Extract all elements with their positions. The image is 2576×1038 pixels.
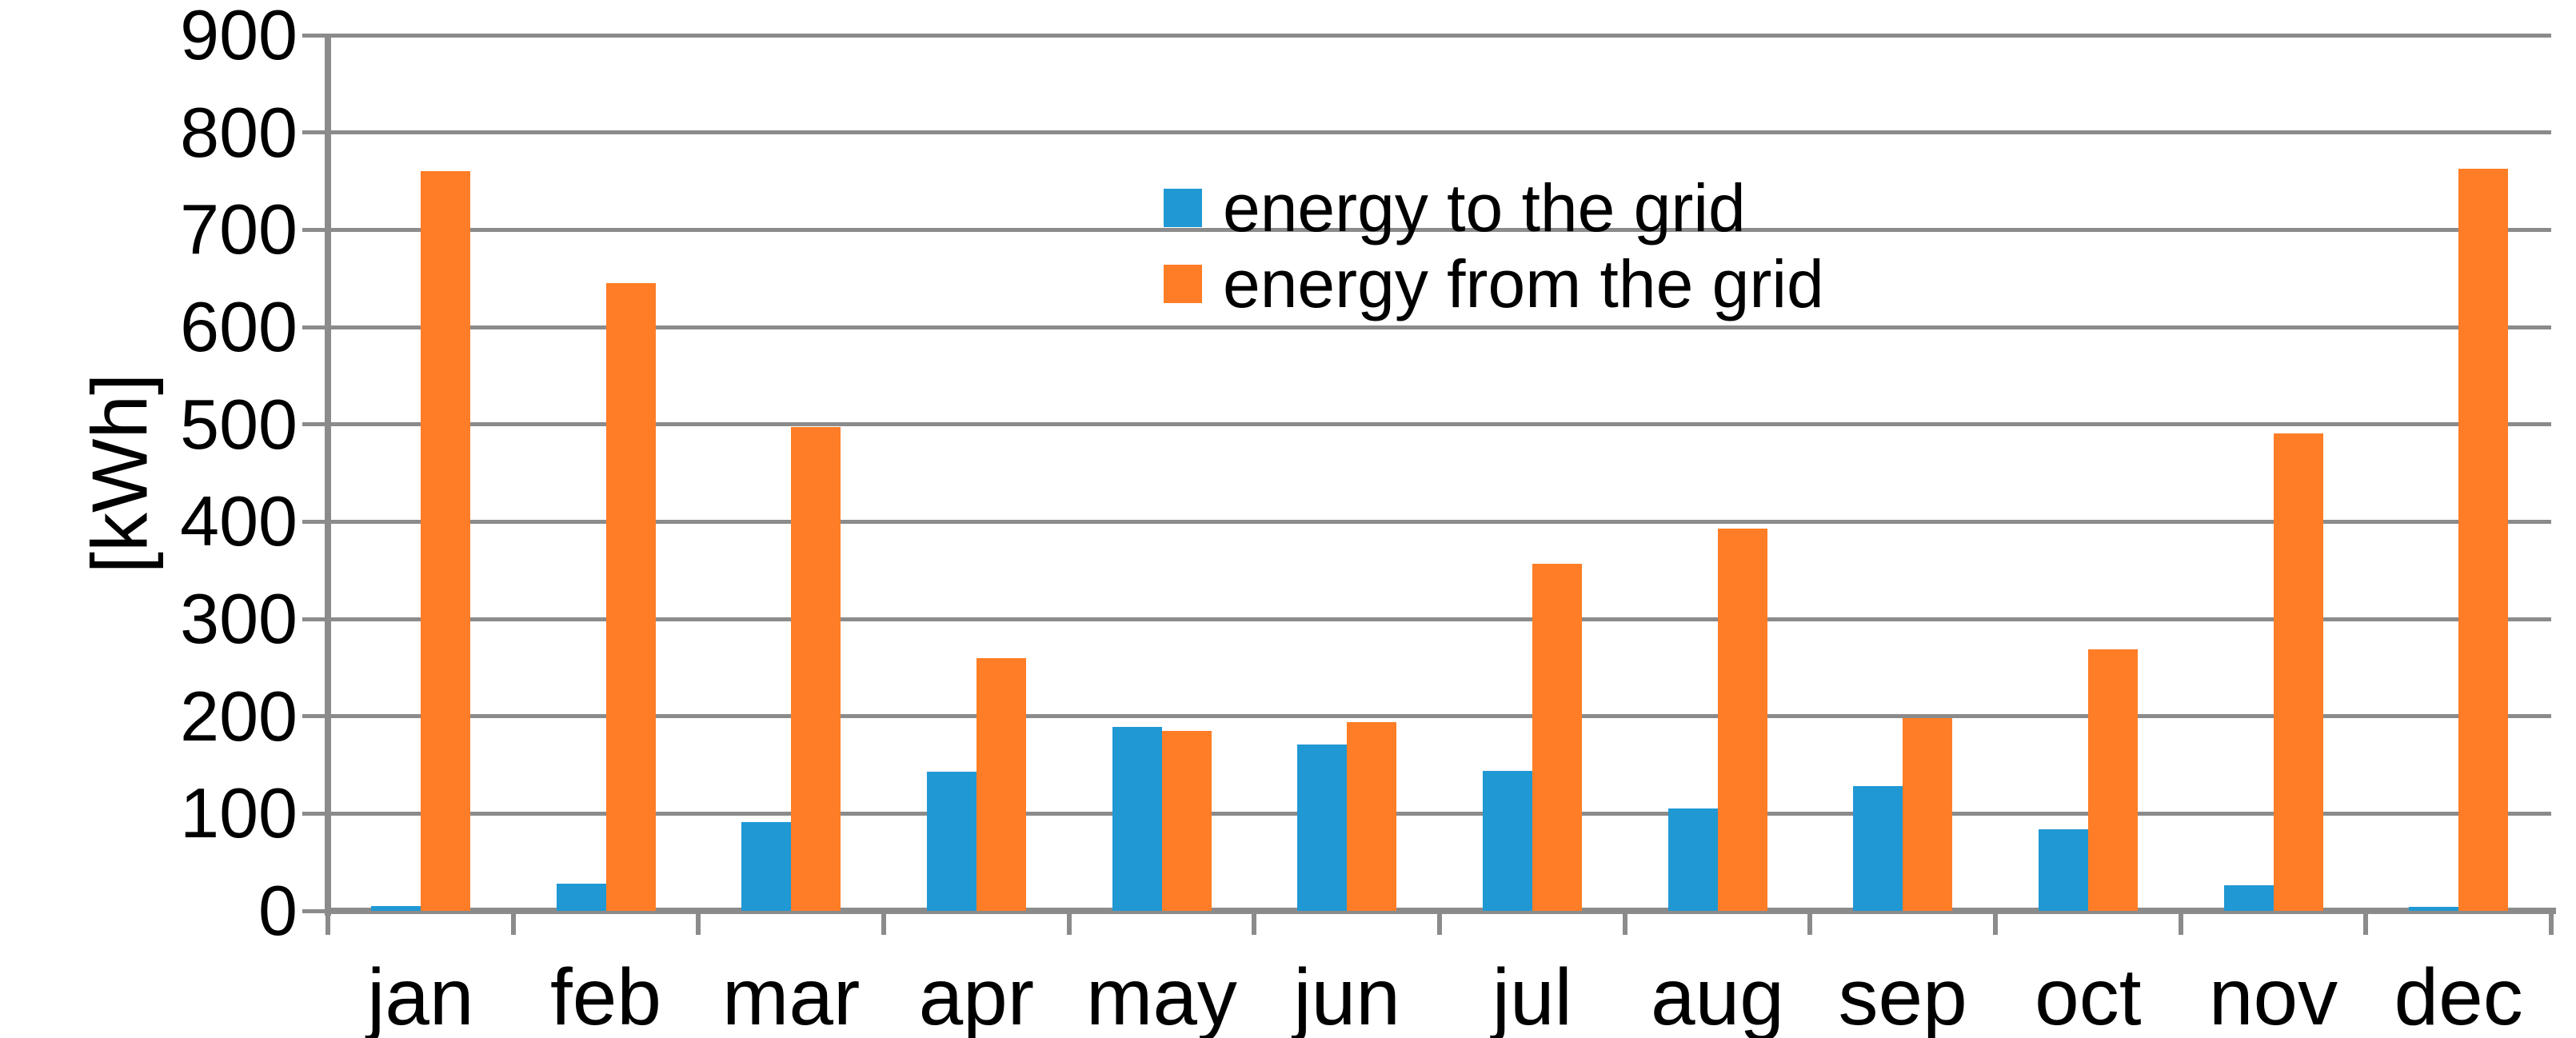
y-tick-label: 0: [258, 871, 298, 950]
gridline: [328, 130, 2551, 135]
y-tick: [302, 908, 331, 913]
bar-energy-from-grid: [1532, 563, 1582, 911]
x-tick: [1622, 911, 1627, 935]
x-tick: [1993, 911, 1998, 935]
y-tick: [302, 130, 331, 135]
x-tick: [1066, 911, 1072, 935]
y-tick: [302, 422, 331, 427]
bar-energy-to-grid: [556, 883, 606, 911]
y-tick-label: 500: [180, 384, 298, 464]
x-tick: [1252, 911, 1257, 935]
gridline: [328, 811, 2551, 816]
y-tick: [302, 325, 331, 329]
y-tick-label: 300: [180, 579, 298, 658]
x-tick-label: sep: [1838, 952, 1967, 1038]
y-tick-label: 400: [180, 481, 298, 561]
bar-energy-to-grid: [1667, 808, 1718, 911]
bar-energy-to-grid: [1853, 786, 1903, 911]
bar-energy-to-grid: [2223, 885, 2274, 911]
legend-label-from-grid: energy from the grid: [1223, 246, 1824, 321]
bar-energy-from-grid: [420, 171, 470, 911]
x-tick-label: jan: [367, 952, 474, 1038]
legend-item-from-grid: energy from the grid: [1164, 246, 1824, 321]
x-tick: [1437, 911, 1442, 935]
y-tick: [302, 811, 331, 816]
gridline: [328, 325, 2551, 329]
bar-energy-to-grid: [2038, 828, 2088, 911]
legend-item-to-grid: energy to the grid: [1164, 170, 1746, 246]
gridline: [328, 519, 2551, 524]
bar-energy-from-grid: [1347, 721, 1397, 911]
y-tick-label: 800: [180, 92, 298, 172]
bar-energy-to-grid: [741, 822, 792, 911]
y-tick-label: 900: [180, 0, 298, 74]
x-tick: [2178, 911, 2183, 935]
x-tick-label: apr: [918, 952, 1035, 1038]
y-tick-label: 600: [180, 287, 298, 366]
x-tick: [2363, 911, 2369, 935]
x-tick-label: nov: [2208, 952, 2338, 1038]
bar-energy-to-grid: [1297, 744, 1348, 911]
legend-marker-to-grid-icon: [1164, 189, 1202, 227]
y-tick: [302, 519, 331, 524]
x-tick: [325, 911, 330, 935]
bar-energy-to-grid: [2409, 907, 2459, 911]
y-tick-label: 100: [180, 773, 298, 853]
legend-label-to-grid: energy to the grid: [1223, 170, 1746, 246]
bar-energy-from-grid: [791, 427, 841, 911]
x-tick-label: dec: [2394, 952, 2523, 1038]
gridline: [328, 714, 2551, 719]
y-tick: [302, 33, 331, 38]
bar-energy-from-grid: [605, 283, 656, 911]
y-tick: [302, 617, 331, 621]
x-tick: [881, 911, 886, 935]
x-tick-label: may: [1086, 952, 1237, 1038]
y-tick: [302, 714, 331, 719]
y-tick-label: 700: [180, 190, 298, 269]
bar-energy-from-grid: [1717, 528, 1767, 911]
legend-marker-from-grid-icon: [1164, 265, 1202, 303]
gridline: [328, 617, 2551, 621]
x-tick-label: feb: [549, 952, 661, 1038]
x-tick: [1807, 911, 1813, 935]
y-axis-line: [325, 35, 331, 916]
x-tick-label: jul: [1492, 952, 1572, 1038]
x-tick: [696, 911, 701, 935]
x-tick: [2549, 911, 2554, 935]
bar-energy-from-grid: [2458, 168, 2509, 911]
x-tick-label: oct: [2035, 952, 2142, 1038]
bar-energy-from-grid: [1161, 730, 1212, 911]
x-tick: [510, 911, 516, 935]
x-tick-label: jun: [1293, 952, 1400, 1038]
bar-energy-to-grid: [1482, 770, 1532, 911]
bar-energy-to-grid: [1112, 727, 1162, 911]
bar-energy-from-grid: [2273, 433, 2323, 911]
y-tick-label: 200: [180, 676, 298, 756]
gridline: [328, 227, 2551, 232]
gridline: [328, 33, 2551, 38]
bar-energy-from-grid: [1903, 718, 1953, 911]
x-tick-label: mar: [722, 952, 861, 1038]
y-tick: [302, 227, 331, 232]
bar-energy-to-grid: [370, 905, 421, 911]
bar-energy-from-grid: [2087, 649, 2138, 911]
x-tick-label: aug: [1651, 952, 1784, 1038]
bar-energy-to-grid: [926, 772, 976, 911]
bar-energy-from-grid: [976, 657, 1026, 911]
gridline: [328, 422, 2551, 427]
